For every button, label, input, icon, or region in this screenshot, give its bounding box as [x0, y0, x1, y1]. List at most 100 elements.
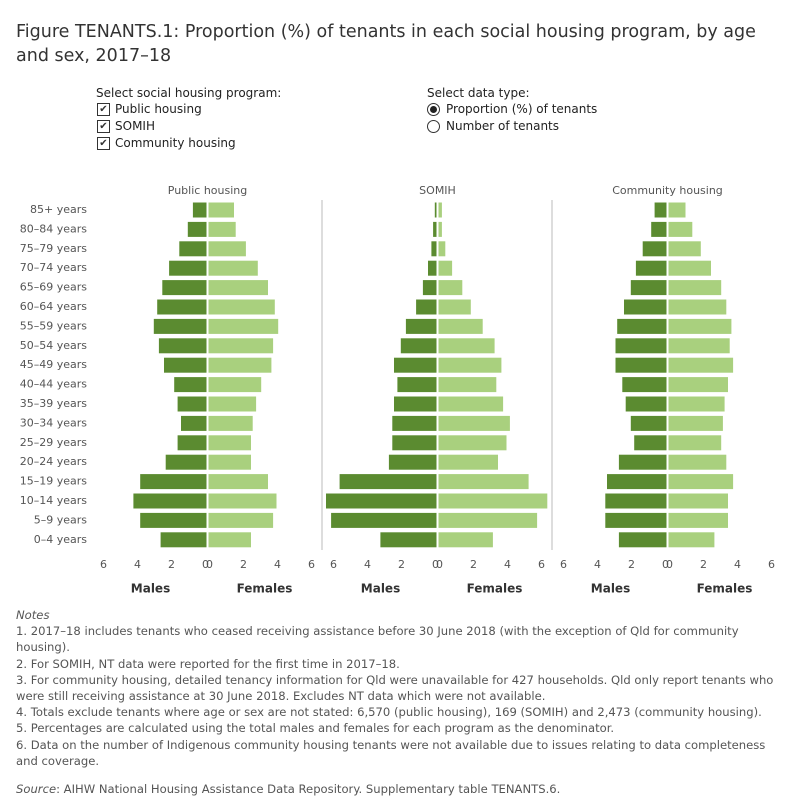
bar: [668, 202, 686, 218]
x-tick-label: 2: [628, 558, 635, 571]
x-tick-label: 4: [364, 558, 371, 571]
x-tick-label: 0: [666, 558, 673, 571]
radio-button[interactable]: [427, 103, 440, 116]
x-tick-label: 6: [330, 558, 337, 571]
bar: [668, 260, 711, 276]
x-tick-label: 4: [134, 558, 141, 571]
bar: [208, 454, 251, 470]
x-tick-label: 2: [398, 558, 405, 571]
bar: [438, 318, 483, 334]
bar: [179, 241, 207, 257]
bar: [654, 202, 667, 218]
note: 5. Percentages are calculated using the …: [16, 721, 615, 736]
checkbox[interactable]: ✔: [97, 103, 110, 116]
bar: [177, 435, 207, 451]
bar: [617, 318, 667, 334]
bar: [405, 318, 437, 334]
radio-button[interactable]: [427, 120, 440, 133]
y-tick-label: 70–74 years: [20, 261, 88, 274]
bar: [431, 241, 437, 257]
bar: [668, 435, 722, 451]
x-tick-label: 2: [168, 558, 175, 571]
bar: [668, 338, 730, 354]
bar: [208, 202, 234, 218]
bar: [634, 435, 667, 451]
chart: 85+ years 80–84 years 75–79 years 70–74 yea…: [20, 184, 775, 596]
y-tick-label: 80–84 years: [20, 222, 88, 235]
bar: [140, 512, 207, 528]
bar: [174, 377, 207, 393]
y-tick-label: 85+ years: [30, 203, 87, 216]
bar: [438, 415, 510, 431]
bar: [428, 260, 437, 276]
checkbox-label[interactable]: Public housing: [115, 102, 202, 116]
bar: [438, 280, 463, 296]
checkbox-label[interactable]: Community housing: [115, 136, 236, 150]
source-label: Source: [16, 782, 57, 797]
bar: [208, 415, 253, 431]
bar: [622, 377, 667, 393]
bar: [177, 396, 207, 412]
y-tick-label: 10–14 years: [20, 494, 88, 507]
x-tick-label: 0: [206, 558, 213, 571]
checkbox[interactable]: ✔: [97, 137, 110, 150]
bar: [434, 202, 437, 218]
notes-heading: Notes: [16, 608, 50, 622]
y-tick-label: 30–34 years: [20, 416, 88, 429]
bar: [208, 396, 257, 412]
checkbox-label[interactable]: SOMIH: [115, 119, 155, 133]
checkbox[interactable]: ✔: [97, 120, 110, 133]
y-tick-label: 75–79 years: [20, 242, 88, 255]
bar: [208, 260, 258, 276]
x-tick-label: 2: [700, 558, 707, 571]
bar: [192, 202, 207, 218]
bar: [642, 241, 667, 257]
bar: [164, 357, 207, 373]
y-tick-label: 0–4 years: [34, 533, 88, 546]
bar: [615, 357, 667, 373]
note: 6. Data on the number of Indigenous comm…: [16, 737, 766, 768]
bar: [605, 512, 667, 528]
bar: [618, 532, 667, 548]
bar: [394, 357, 437, 373]
bar: [140, 474, 207, 490]
bar: [392, 435, 437, 451]
bar: [392, 415, 437, 431]
x-tick-label: 4: [274, 558, 281, 571]
bar: [157, 299, 207, 315]
bar: [162, 280, 207, 296]
bar: [624, 299, 667, 315]
bar: [181, 415, 207, 431]
page-title: Figure TENANTS.1: Proportion (%) of tena…: [16, 22, 756, 66]
bar: [668, 318, 732, 334]
bar: [668, 357, 734, 373]
note: 4. Totals exclude tenants where age or s…: [16, 705, 762, 720]
notes: Notes 1. 2017–18 includes tenants who ce…: [16, 607, 788, 797]
x-tick-label: 4: [504, 558, 511, 571]
bar: [668, 512, 728, 528]
note-list: 1. 2017–18 includes tenants who ceased r…: [16, 623, 788, 769]
y-tick-label: 5–9 years: [34, 513, 88, 526]
x-tick-label: 6: [768, 558, 775, 571]
bar: [397, 377, 437, 393]
bar: [208, 377, 262, 393]
bar: [433, 221, 437, 237]
x-tick-label: 2: [470, 558, 477, 571]
radio-label[interactable]: Number of tenants: [446, 119, 560, 133]
axis-label: Females: [467, 582, 523, 596]
bar: [668, 377, 728, 393]
bar: [394, 396, 437, 412]
y-tick-label: 65–69 years: [20, 281, 88, 294]
bar: [208, 241, 246, 257]
y-tick-label: 55–59 years: [20, 319, 88, 332]
bar: [208, 338, 274, 354]
radio-label[interactable]: Proportion (%) of tenants: [446, 102, 598, 116]
bar: [165, 454, 207, 470]
panel-title: SOMIH: [419, 184, 456, 197]
bar: [153, 318, 207, 334]
bar: [208, 299, 275, 315]
bar: [438, 357, 502, 373]
bar: [438, 299, 471, 315]
y-tick-label: 60–64 years: [20, 300, 88, 313]
